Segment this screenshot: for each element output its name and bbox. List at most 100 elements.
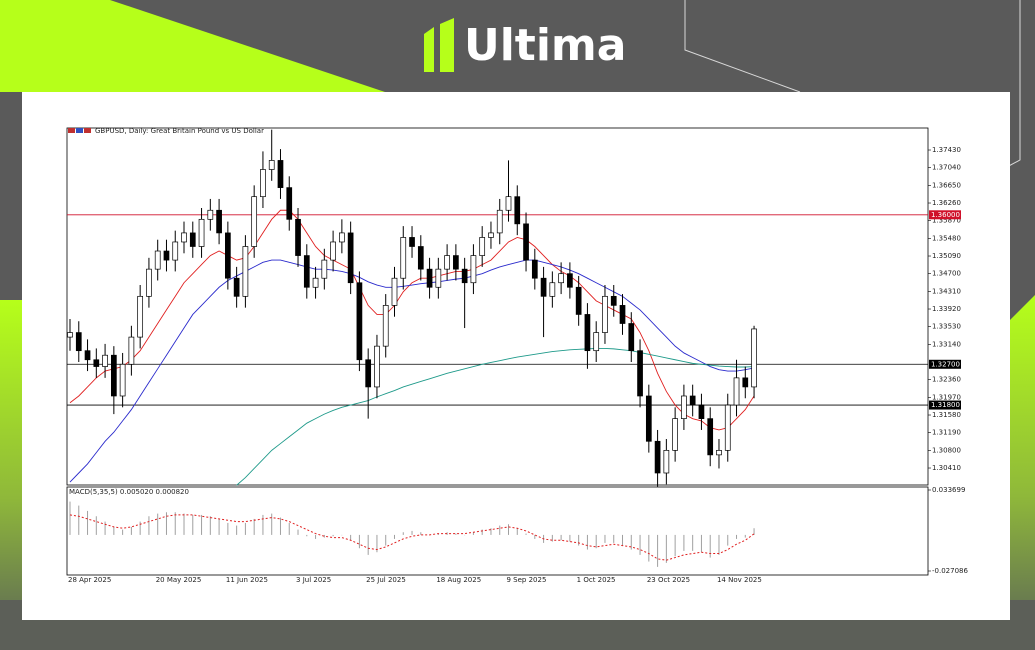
- candle-body: [453, 255, 459, 270]
- logo: Ultima: [424, 18, 626, 72]
- candle-body: [189, 232, 196, 247]
- candle-body: [330, 241, 336, 261]
- candle-body: [339, 232, 345, 243]
- decor-line: [684, 0, 801, 93]
- y-tick-label: 1.31970: [932, 393, 961, 401]
- candle-body: [540, 277, 547, 297]
- chart-title: GBPUSD, Daily: Great Britain Pound vs US…: [95, 127, 264, 135]
- macd-bar: [657, 534, 659, 567]
- macd-bar: [183, 513, 185, 535]
- icon: [68, 128, 75, 133]
- candle-body: [628, 323, 635, 352]
- macd-bar: [569, 534, 571, 542]
- candle-body: [461, 268, 468, 284]
- y-tick-label: 1.36650: [932, 181, 961, 189]
- candle-body: [514, 196, 521, 225]
- macd-bar: [516, 528, 518, 535]
- macd-title: MACD(5,35,5) 0.005020 0.000820: [69, 488, 189, 496]
- macd-bar: [279, 517, 281, 535]
- candle-body: [479, 237, 486, 256]
- candle-body: [295, 218, 301, 256]
- y-tick-label: 1.35870: [932, 217, 961, 225]
- macd-bar: [236, 525, 238, 535]
- y-tick-label: -0.027086: [932, 567, 968, 575]
- macd-bar: [534, 534, 536, 539]
- candle-body: [610, 295, 617, 306]
- y-tick-label: 1.31580: [932, 411, 961, 419]
- macd-bar: [622, 534, 624, 546]
- level-label: 1.36000: [931, 211, 960, 219]
- candle-body: [435, 268, 442, 288]
- logo-mark: [440, 18, 454, 72]
- candle-body: [75, 332, 82, 352]
- macd-bar: [130, 526, 132, 535]
- candle-body: [321, 259, 328, 279]
- y-tick-label: 1.33140: [932, 340, 961, 348]
- macd-bar: [481, 529, 483, 535]
- macd-bar: [411, 530, 413, 535]
- macd-bar: [69, 501, 71, 535]
- macd-bar: [315, 534, 317, 539]
- candle-body: [637, 350, 643, 397]
- y-tick-label: 1.34310: [932, 287, 961, 295]
- candle-body: [233, 277, 240, 297]
- macd-signal: [69, 514, 755, 561]
- macd-bar: [665, 534, 667, 563]
- candle-body: [751, 328, 757, 388]
- macd-bar: [87, 510, 89, 535]
- macd-bar: [736, 534, 738, 539]
- macd-bar: [165, 512, 167, 535]
- macd-bar: [692, 534, 694, 551]
- level-label: 1.31800: [931, 401, 960, 409]
- macd-bar: [288, 522, 290, 535]
- candle-body: [374, 345, 380, 388]
- candle-body: [172, 241, 179, 261]
- candle-body: [549, 282, 556, 297]
- macd-bar: [639, 534, 641, 555]
- macd-bar: [297, 529, 299, 535]
- macd-bar: [674, 534, 676, 557]
- accent-top: [0, 0, 385, 92]
- candle-body: [733, 377, 740, 406]
- macd-bar: [113, 526, 115, 535]
- y-tick-label: 1.30410: [932, 464, 961, 472]
- moving-average: [69, 259, 755, 483]
- macd-bar: [604, 534, 606, 543]
- macd-bar: [358, 534, 360, 549]
- macd-bar: [323, 534, 325, 538]
- candle-body: [619, 305, 626, 324]
- macd-bar: [648, 534, 650, 562]
- candle-body: [584, 314, 591, 352]
- candle-body: [242, 246, 249, 297]
- candle-body: [444, 255, 450, 270]
- candle-body: [663, 449, 670, 474]
- level-tag: [929, 359, 961, 369]
- candle-body: [645, 395, 652, 442]
- y-tick-label: 1.35090: [932, 252, 961, 260]
- candle-body: [207, 209, 214, 220]
- macd-bar: [367, 534, 369, 555]
- y-tick-label: 1.32360: [932, 376, 961, 384]
- candle-body: [724, 404, 731, 451]
- macd-bar: [139, 521, 141, 535]
- candle-body: [110, 354, 117, 397]
- candle-body: [470, 255, 477, 284]
- candle-body: [128, 336, 135, 365]
- accent-right: [1005, 295, 1035, 630]
- macd-bar: [578, 534, 580, 546]
- candle-body: [365, 359, 372, 388]
- candle-body: [496, 209, 503, 234]
- logo-text: Ultima: [464, 20, 626, 71]
- candle-body: [119, 363, 126, 397]
- candle-body: [382, 305, 389, 347]
- candle-body: [672, 418, 678, 451]
- macd-bar: [218, 518, 220, 535]
- macd-bar: [201, 514, 203, 535]
- moving-average: [69, 209, 755, 431]
- y-tick-label: 1.33920: [932, 305, 961, 313]
- candle-body: [567, 273, 573, 288]
- macd-bar: [727, 534, 729, 546]
- y-tick-label: 1.37040: [932, 164, 961, 172]
- candle-body: [409, 237, 415, 247]
